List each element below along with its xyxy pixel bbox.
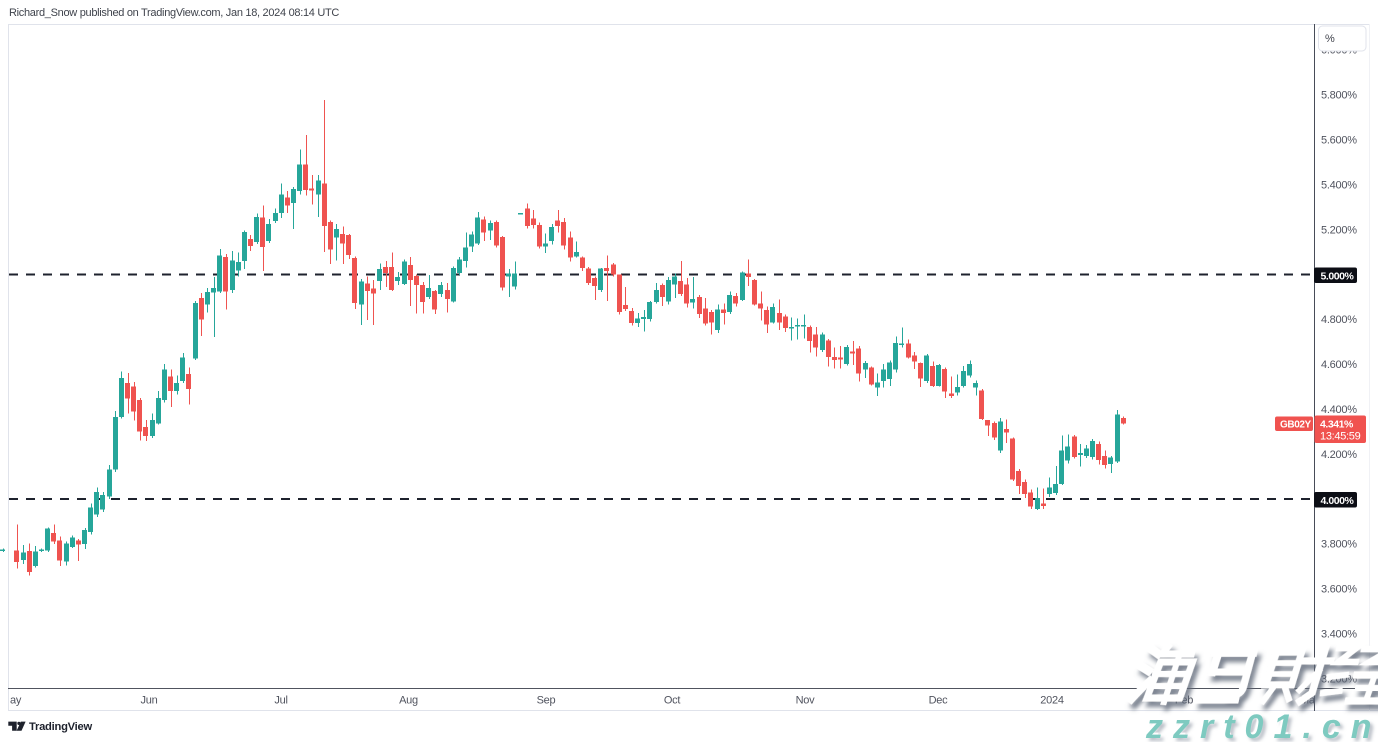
- svg-text:3.800%: 3.800%: [1321, 539, 1357, 551]
- svg-text:Dec: Dec: [929, 695, 949, 707]
- svg-text:13:45:59: 13:45:59: [1320, 431, 1361, 443]
- svg-text:TradingView: TradingView: [29, 721, 92, 733]
- svg-text:4.000%: 4.000%: [1321, 495, 1355, 507]
- svg-text:5.800%: 5.800%: [1321, 90, 1357, 102]
- svg-text:ay: ay: [10, 695, 22, 707]
- svg-text:Sep: Sep: [537, 695, 556, 707]
- svg-text:Nov: Nov: [796, 695, 816, 707]
- svg-text:Oct: Oct: [664, 695, 681, 707]
- svg-text:Richard_Snow published on Trad: Richard_Snow published on TradingView.co…: [9, 7, 339, 19]
- svg-text:Aug: Aug: [399, 695, 418, 707]
- svg-text:2024: 2024: [1040, 695, 1064, 707]
- svg-text:5.200%: 5.200%: [1321, 224, 1357, 236]
- svg-text:5.400%: 5.400%: [1321, 179, 1357, 191]
- svg-text:%: %: [1325, 33, 1335, 45]
- svg-text:4.600%: 4.600%: [1321, 359, 1357, 371]
- svg-text:4.800%: 4.800%: [1321, 314, 1357, 326]
- svg-text:Jul: Jul: [274, 695, 287, 707]
- svg-text:4.400%: 4.400%: [1321, 404, 1357, 416]
- svg-text:4.200%: 4.200%: [1321, 449, 1357, 461]
- svg-text:4.341%: 4.341%: [1320, 418, 1354, 430]
- svg-text:5.600%: 5.600%: [1321, 135, 1357, 147]
- svg-text:3.400%: 3.400%: [1321, 628, 1357, 640]
- svg-text:5.000%: 5.000%: [1321, 270, 1355, 282]
- svg-text:3.600%: 3.600%: [1321, 584, 1357, 596]
- svg-text:GB02Y: GB02Y: [1280, 420, 1312, 431]
- svg-text:zzrt01.cn: zzrt01.cn: [1145, 708, 1378, 742]
- svg-text:Jun: Jun: [141, 695, 158, 707]
